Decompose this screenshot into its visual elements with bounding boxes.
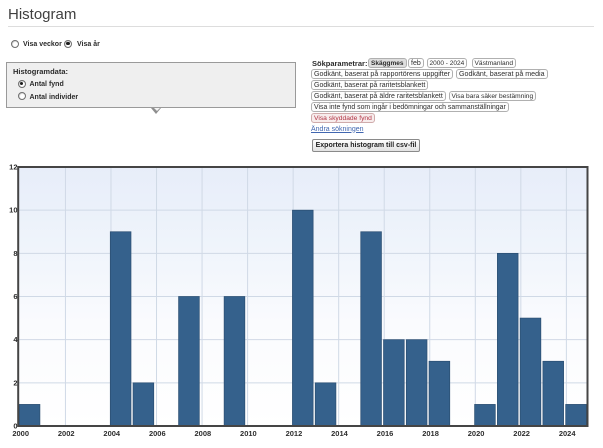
svg-text:12: 12 bbox=[9, 163, 17, 172]
svg-text:2022: 2022 bbox=[513, 429, 530, 438]
svg-text:4: 4 bbox=[13, 335, 18, 344]
svg-text:2: 2 bbox=[13, 378, 17, 387]
svg-text:2024: 2024 bbox=[559, 429, 577, 438]
svg-text:2006: 2006 bbox=[149, 429, 166, 438]
svg-text:2016: 2016 bbox=[377, 429, 394, 438]
svg-text:10: 10 bbox=[9, 206, 17, 215]
svg-text:2012: 2012 bbox=[286, 429, 303, 438]
svg-text:2020: 2020 bbox=[468, 429, 485, 438]
svg-text:2004: 2004 bbox=[103, 429, 121, 438]
svg-text:6: 6 bbox=[13, 292, 17, 301]
svg-text:2018: 2018 bbox=[422, 429, 439, 438]
svg-text:2002: 2002 bbox=[58, 429, 75, 438]
svg-text:0: 0 bbox=[13, 422, 17, 431]
svg-text:2008: 2008 bbox=[195, 429, 212, 438]
svg-text:2010: 2010 bbox=[240, 429, 257, 438]
svg-text:2000: 2000 bbox=[12, 429, 29, 438]
svg-text:8: 8 bbox=[13, 249, 17, 258]
svg-text:2014: 2014 bbox=[331, 429, 349, 438]
